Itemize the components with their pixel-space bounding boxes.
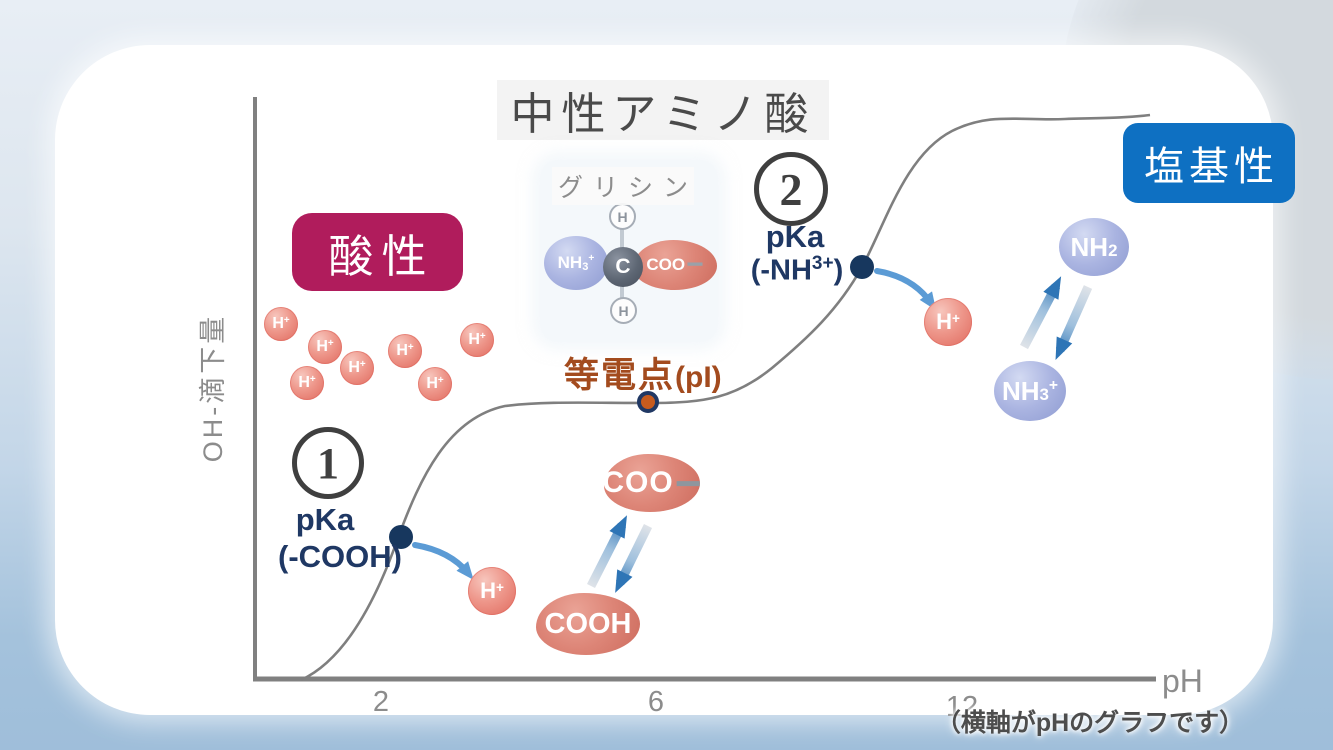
h-ion: H + [290,366,324,400]
pka1-group-label: (-COOH) [278,539,402,574]
carboxylate-group-text: COO [646,255,686,274]
x-axis-label: pH [1162,663,1203,699]
x-tick-2: 2 [372,686,390,718]
basic-region-label: 塩基性 [1123,123,1295,203]
carboxylate-blob: COO − [602,454,702,512]
amine-sphere: NH 2 [1059,218,1129,276]
pka1-label: pKa [295,502,355,537]
pka2-marker-dot [850,255,874,279]
pka2-group-label: (-NH3+) [727,253,867,288]
carbon-atom: C [603,247,643,287]
diagram-card [55,45,1273,715]
amino-group-sup: + [588,252,595,264]
step-1-badge: 1 [292,427,364,499]
nh-equilibrium-up-arrow [1020,276,1062,350]
isoelectric-point-label: 等電点(pI) [564,347,722,398]
h-ion: H + [418,367,452,401]
pka2-label: pKa [765,219,825,254]
nh-equilibrium-down-arrow [1055,285,1093,361]
glycine-label: グリシン [552,167,694,205]
isoelectric-marker-dot [637,391,659,413]
ammonium-sphere: NH 3 + [994,361,1066,421]
acidic-region-label: 酸性 [292,213,463,291]
isoelectric-text: 等電点 [564,356,676,395]
step-2-badge: 2 [754,152,828,226]
footnote: （横軸がpHのグラフです） [935,709,1245,737]
released-h-ion-1: H + [468,567,516,615]
page-title: 中性アミノ酸 [497,80,829,140]
h-ion: H + [340,351,374,385]
amino-group-text: NH [557,253,583,272]
x-tick-6: 6 [647,686,665,718]
hydrogen-atom-top: H [609,203,636,230]
pka2-group-prefix: (-NH [750,254,812,287]
released-h-ion-2: H + [924,298,972,346]
h-ion: H + [264,307,298,341]
amino-group: NH 3 + [544,236,608,290]
h-release-arrow-2 [874,268,937,311]
pka2-group-suffix: ) [833,254,844,287]
h-ion: H + [388,334,422,368]
isoelectric-paren: (pI) [675,361,722,394]
h-ion: H + [460,323,494,357]
carboxylate-group: COO − [633,240,717,290]
x-tick-12: 12 [945,691,979,723]
amino-group-sub: 3 [582,261,589,273]
h-release-arrow-1 [412,542,474,580]
pka1-marker-dot [389,525,413,549]
hydrogen-atom-bottom: H [610,297,637,324]
carboxyl-blob: COOH [536,593,640,655]
titration-curve [300,113,1151,682]
coo-equilibrium-up-arrow [586,515,627,589]
pka2-group-sup: 3+ [811,253,834,274]
h-ion: H + [308,330,342,364]
coo-equilibrium-down-arrow [615,524,653,593]
y-axis-label: OH-滴下量 [198,313,228,463]
